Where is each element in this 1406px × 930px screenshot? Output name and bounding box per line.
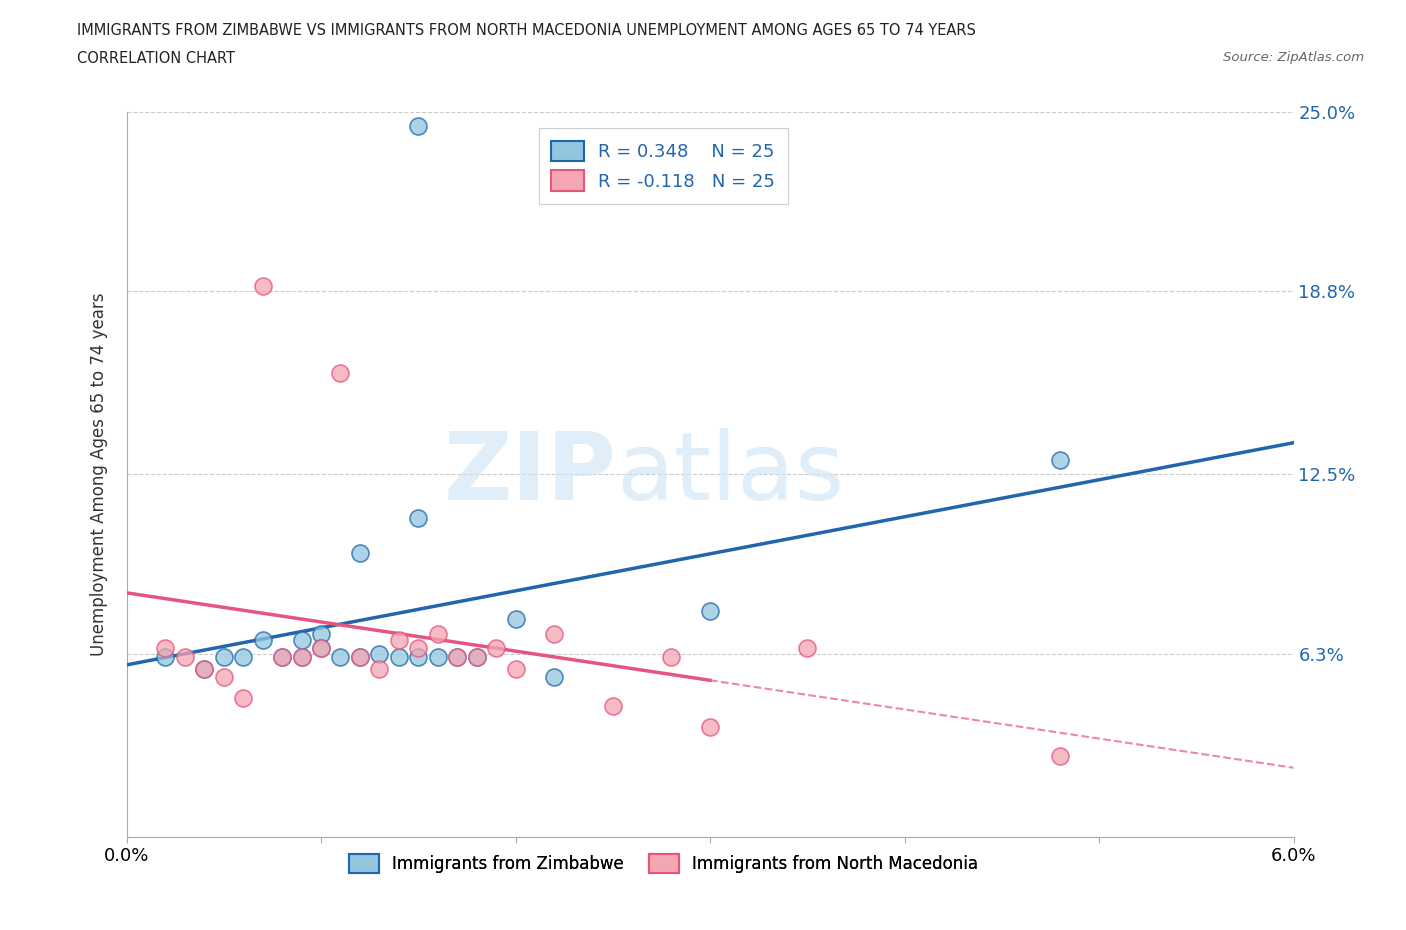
Point [252, 632, 274, 647]
Point [193, 661, 215, 676]
Point [155, 641, 177, 656]
Point [699, 604, 721, 618]
Point [309, 627, 332, 642]
Point [408, 641, 430, 656]
Point [543, 670, 565, 684]
Point [290, 650, 312, 665]
Point [426, 627, 449, 642]
Text: Source: ZipAtlas.com: Source: ZipAtlas.com [1223, 51, 1364, 64]
Text: CORRELATION CHART: CORRELATION CHART [77, 51, 235, 66]
Point [465, 650, 488, 665]
Point [212, 650, 235, 665]
Point [212, 670, 235, 684]
Point [368, 646, 391, 661]
Point [1049, 452, 1071, 467]
Point [193, 661, 215, 676]
Point [426, 650, 449, 665]
Text: IMMIGRANTS FROM ZIMBABWE VS IMMIGRANTS FROM NORTH MACEDONIA UNEMPLOYMENT AMONG A: IMMIGRANTS FROM ZIMBABWE VS IMMIGRANTS F… [77, 23, 976, 38]
Point [155, 650, 177, 665]
Point [408, 511, 430, 525]
Text: ZIP: ZIP [444, 429, 617, 520]
Point [485, 641, 508, 656]
Point [602, 699, 624, 714]
Point [329, 365, 352, 380]
Point [659, 650, 682, 665]
Point [349, 650, 371, 665]
Point [543, 627, 565, 642]
Point [465, 650, 488, 665]
Point [290, 650, 312, 665]
Point [796, 641, 818, 656]
Point [329, 650, 352, 665]
Point [252, 278, 274, 293]
Point [349, 650, 371, 665]
Point [232, 650, 254, 665]
Point [271, 650, 294, 665]
Y-axis label: Unemployment Among Ages 65 to 74 years: Unemployment Among Ages 65 to 74 years [90, 293, 108, 656]
Point [232, 690, 254, 705]
Point [174, 650, 197, 665]
Point [699, 719, 721, 734]
Text: atlas: atlas [617, 429, 845, 520]
Point [446, 650, 468, 665]
Point [505, 612, 527, 627]
Point [309, 641, 332, 656]
Point [388, 650, 411, 665]
Point [388, 632, 411, 647]
Point [446, 650, 468, 665]
Point [349, 545, 371, 560]
Point [505, 661, 527, 676]
Point [309, 641, 332, 656]
Point [1049, 749, 1071, 764]
Point [368, 661, 391, 676]
Point [271, 650, 294, 665]
Point [290, 632, 312, 647]
Legend: Immigrants from Zimbabwe, Immigrants from North Macedonia: Immigrants from Zimbabwe, Immigrants fro… [342, 847, 984, 880]
Point [408, 650, 430, 665]
Point [408, 119, 430, 134]
